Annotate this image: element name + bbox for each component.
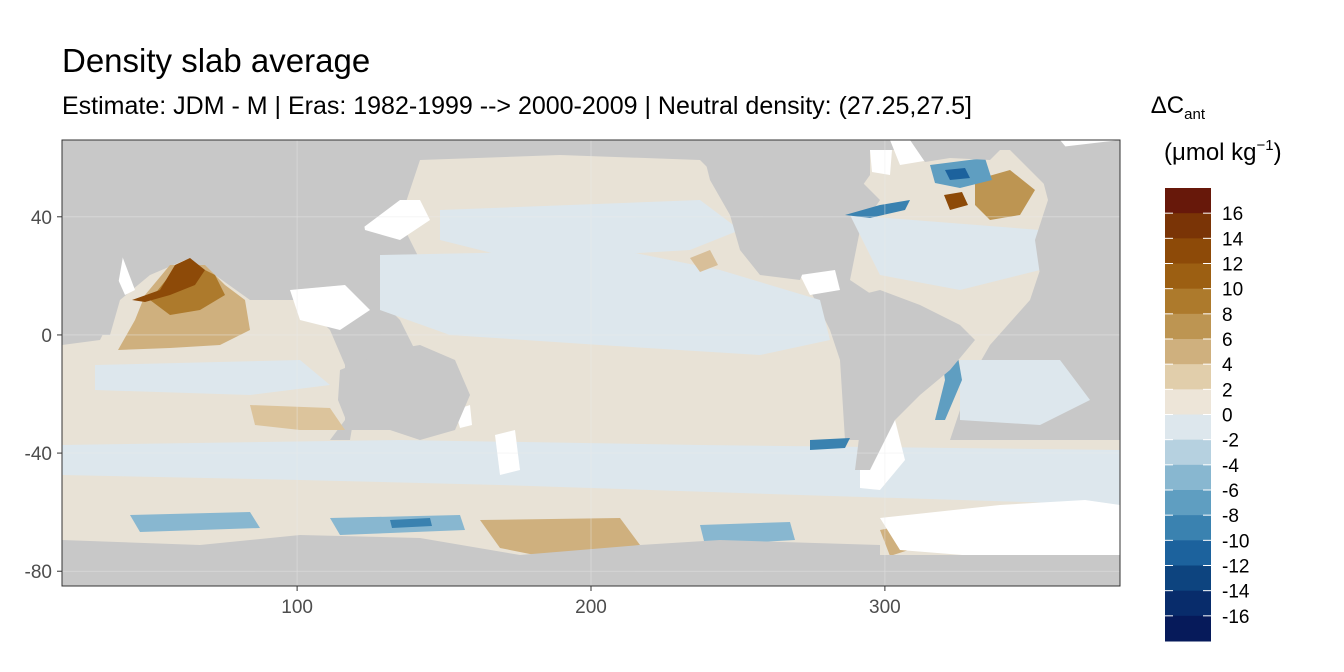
legend-label: 12 bbox=[1222, 255, 1243, 276]
y-tick-label: 0 bbox=[41, 326, 52, 347]
y-tick-label: -80 bbox=[25, 562, 52, 583]
africa bbox=[62, 140, 125, 345]
tasman-nodata bbox=[495, 430, 520, 475]
antarctic-peninsula-nodata bbox=[880, 500, 1120, 558]
legend-swatch bbox=[1165, 414, 1211, 441]
legend-label: 16 bbox=[1222, 204, 1243, 225]
asia bbox=[120, 140, 420, 290]
legend-swatch bbox=[1165, 288, 1211, 315]
y-axis: 40 0 -40 -80 bbox=[25, 208, 62, 583]
legend-swatch bbox=[1165, 590, 1211, 617]
australia bbox=[338, 345, 470, 440]
legend-labels: 16 14 12 10 8 6 4 2 0 -2 -4 -6 -8 -10 -12 -14 -16 bbox=[1165, 204, 1250, 628]
legend-unit-close: ) bbox=[1274, 139, 1282, 166]
mid-pacific-patch bbox=[690, 250, 718, 272]
legend-label: -16 bbox=[1222, 607, 1249, 628]
drake-passage-patch bbox=[810, 438, 850, 450]
legend-label: -8 bbox=[1222, 506, 1239, 527]
map-panel bbox=[62, 140, 1120, 586]
atlantic-band bbox=[850, 215, 1040, 290]
legend-swatch bbox=[1165, 238, 1211, 264]
legend: ΔCant (μmol kg−1) 16 14 12 10 8 6 4 2 0 -2 -4 -6 -8 -… bbox=[1151, 92, 1282, 642]
legend-swatch bbox=[1165, 339, 1211, 365]
south-atlantic-band bbox=[960, 360, 1090, 425]
legend-swatch bbox=[1165, 439, 1211, 466]
legend-swatch bbox=[1165, 565, 1211, 592]
legend-label: 2 bbox=[1222, 380, 1233, 401]
north-atlantic-warm bbox=[975, 170, 1035, 220]
legend-label: 14 bbox=[1222, 229, 1244, 250]
x-tick-label: 100 bbox=[281, 597, 313, 618]
legend-label: 0 bbox=[1222, 406, 1233, 427]
legend-swatch bbox=[1165, 263, 1211, 290]
chart-subtitle: Estimate: JDM - M | Eras: 1982-1999 --> … bbox=[62, 92, 972, 120]
x-axis: 100 200 300 bbox=[281, 586, 901, 618]
legend-unit: (μmol kg−1) bbox=[1164, 137, 1282, 166]
indian-ocean bbox=[62, 260, 345, 440]
antarctic-indian-patch bbox=[130, 512, 260, 532]
antarctica-coast-2 bbox=[520, 540, 880, 555]
legend-swatch bbox=[1165, 515, 1211, 541]
indonesia-nodata bbox=[290, 285, 370, 330]
gulf-stream-patch bbox=[845, 200, 910, 218]
equatorial-band bbox=[380, 250, 830, 355]
legend-swatch bbox=[1165, 364, 1211, 390]
legend-swatch bbox=[1165, 313, 1211, 340]
labrador-core bbox=[945, 168, 970, 180]
caribbean-nodata bbox=[800, 270, 840, 295]
x-tick-label: 300 bbox=[869, 597, 901, 618]
legend-label: -12 bbox=[1222, 557, 1249, 578]
legend-label: -10 bbox=[1222, 531, 1249, 552]
grid-lines bbox=[62, 140, 1120, 586]
legend-label: -14 bbox=[1222, 582, 1250, 603]
y-tick-label: 40 bbox=[31, 208, 52, 229]
legend-label: 10 bbox=[1222, 280, 1243, 301]
legend-swatch bbox=[1165, 464, 1211, 491]
arabian-sea-patch-core bbox=[132, 258, 205, 302]
legend-swatch bbox=[1165, 213, 1211, 239]
indian-band bbox=[95, 360, 330, 395]
amundsen-patch bbox=[700, 522, 795, 545]
hudson-nodata bbox=[870, 150, 892, 175]
legend-swatch bbox=[1165, 188, 1211, 214]
positive-anomaly-patches bbox=[118, 170, 1035, 560]
x-tick-label: 200 bbox=[575, 597, 607, 618]
legend-title-main: ΔCant bbox=[1151, 92, 1206, 123]
legend-title-sub: ant bbox=[1184, 106, 1206, 123]
legend-colorbar bbox=[1165, 188, 1211, 642]
north-america bbox=[700, 140, 870, 280]
legend-label: 8 bbox=[1222, 305, 1233, 326]
legend-swatch bbox=[1165, 540, 1211, 566]
legend-label: 4 bbox=[1222, 355, 1233, 376]
y-tick-label: -40 bbox=[25, 444, 52, 465]
north-pacific-band bbox=[440, 200, 740, 260]
antarctica-coast bbox=[62, 535, 520, 555]
no-data-regions bbox=[62, 140, 1120, 558]
legend-label: -4 bbox=[1222, 456, 1239, 477]
legend-label: 6 bbox=[1222, 330, 1233, 351]
europe bbox=[1035, 140, 1120, 310]
greenland bbox=[910, 140, 1010, 162]
north-atlantic-core bbox=[944, 192, 968, 210]
legend-swatch bbox=[1165, 490, 1211, 516]
legend-unit-exp: −1 bbox=[1257, 137, 1274, 154]
antarctic-core bbox=[390, 518, 432, 528]
legend-label: -6 bbox=[1222, 481, 1239, 502]
legend-label: -2 bbox=[1222, 431, 1239, 452]
legend-swatch bbox=[1165, 389, 1211, 415]
chart-title: Density slab average bbox=[62, 42, 371, 79]
legend-swatch bbox=[1165, 615, 1211, 642]
